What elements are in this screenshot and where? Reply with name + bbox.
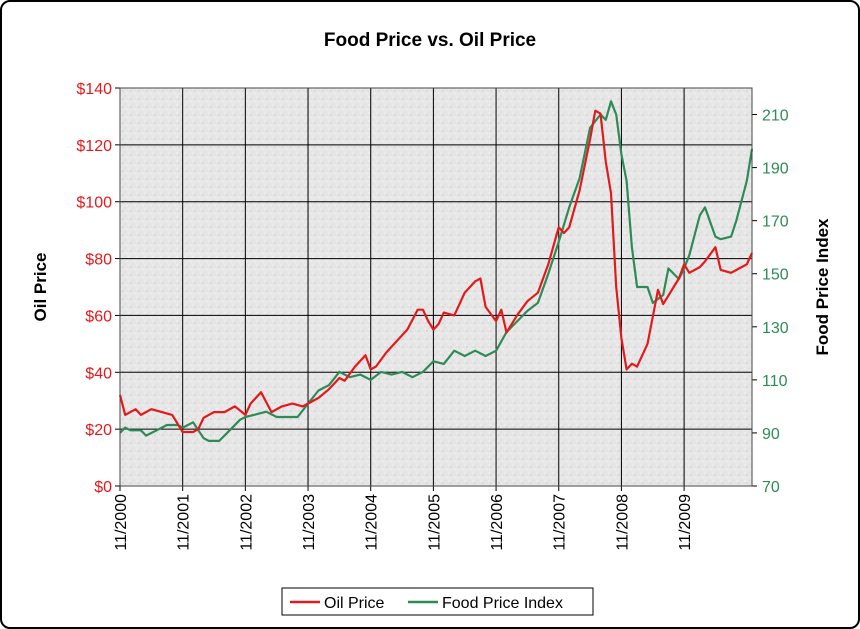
right-tick-label: 130 [762,320,789,337]
left-tick-label: $140 [76,81,112,98]
left-tick-label: $100 [76,195,112,212]
x-tick-label: 11/2007 [552,494,569,551]
left-tick-label: $80 [85,252,112,269]
right-tick-label: 190 [762,161,789,178]
series-line-food-price-index [119,100,754,442]
plot-border [119,87,753,487]
legend-label-oil-price: Oil Price [324,595,385,612]
x-tick-label: 11/2001 [176,494,193,551]
x-tick-label: 11/2004 [364,494,381,551]
plot-area [120,88,752,486]
legend: Oil Price Food Price Index [281,587,594,616]
x-tick-label: 11/2006 [489,494,506,551]
left-tick-label: $40 [85,365,112,382]
right-tick-label: 70 [762,479,780,496]
x-tick-label: 11/2002 [238,494,255,551]
x-tick-label: 11/2003 [301,494,318,551]
grid [119,87,752,487]
right-axis-ticks: 70 90 110 130 150 170 190 210 [752,108,789,496]
right-tick-label: 90 [762,426,780,443]
right-tick-label: 150 [762,267,789,284]
x-axis-ticks: 11/2000 11/2001 11/2002 11/2003 11/2004 11/20… [113,486,694,551]
x-tick-label: 11/2008 [614,494,631,551]
x-tick-label: 11/2005 [426,494,443,551]
right-axis-title: Food Price Index [813,218,832,356]
series-line-oil-price [118,109,754,434]
right-tick-label: 110 [762,373,788,390]
left-tick-label: $0 [94,479,112,496]
left-axis-ticks: $0 $20 $40 $60 $80 $100 $120 $140 [76,81,120,496]
chart-title: Food Price vs. Oil Price [324,30,536,51]
left-tick-label: $120 [76,138,112,155]
x-tick-label: 11/2009 [677,494,694,551]
right-tick-label: 170 [762,214,789,231]
left-axis-title: Oil Price [31,253,50,322]
left-tick-label: $60 [85,308,112,325]
right-tick-label: 210 [762,108,789,125]
legend-label-food-price-index: Food Price Index [442,595,563,612]
legend-box [281,587,594,616]
left-tick-label: $20 [85,422,112,439]
x-tick-label: 11/2000 [113,494,130,551]
